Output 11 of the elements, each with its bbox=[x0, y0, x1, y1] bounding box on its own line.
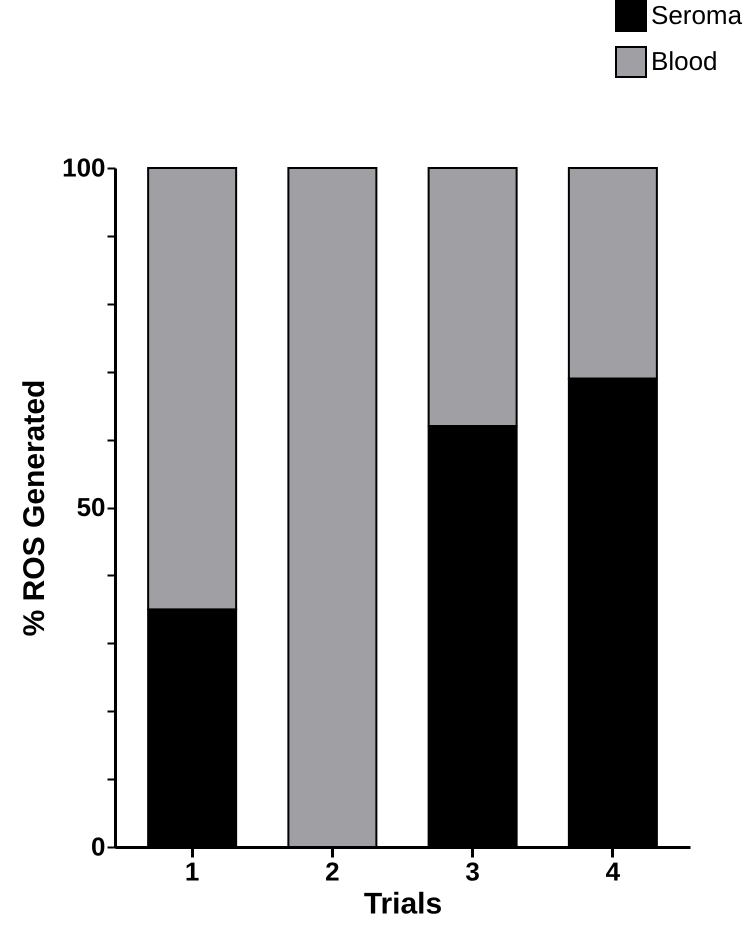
x-tick-label: 1 bbox=[184, 856, 200, 886]
y-tick-label: 50 bbox=[76, 492, 106, 522]
y-tick-label: 0 bbox=[91, 832, 106, 862]
y-axis-title: % ROS Generated bbox=[18, 380, 52, 636]
x-axis-title: Trials bbox=[364, 888, 442, 920]
legend-label: Seroma bbox=[651, 0, 743, 30]
x-tick-label: 2 bbox=[325, 856, 340, 886]
x-tick-label: 3 bbox=[465, 856, 480, 886]
y-tick-label: 100 bbox=[62, 152, 106, 182]
x-tick-label: 4 bbox=[606, 856, 621, 886]
legend-label: Blood bbox=[651, 46, 718, 76]
